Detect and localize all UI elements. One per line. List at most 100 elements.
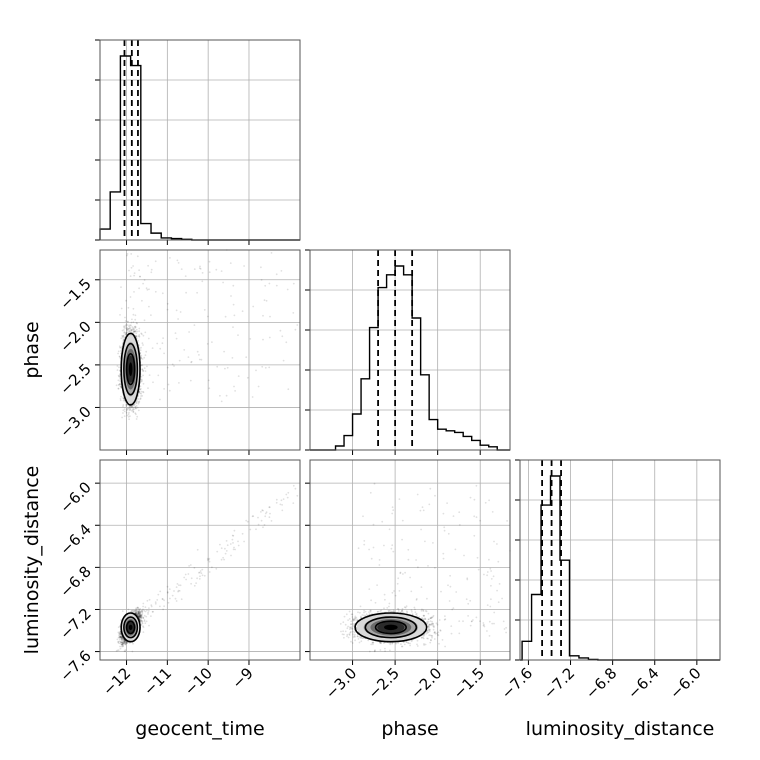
ytick-label-luminosity_distance-0: −7.6 [56,647,94,685]
scatter-geocent_time-vs-phase-point-800 [126,414,129,417]
scatter-geocent_time-vs-phase-point-1435 [185,291,188,294]
scatter-geocent_time-vs-luminosity_distance-point-1537 [147,609,150,612]
scatter-geocent_time-vs-phase-point-2827 [134,412,137,415]
ytick-label-phase-0: −3.0 [56,403,94,441]
scatter-geocent_time-vs-phase-point-2927 [179,311,182,313]
scatter-geocent_time-vs-luminosity_distance-point-99 [264,515,267,518]
xtick-label-luminosity_distance-0: −7.6 [498,664,536,702]
scatter-geocent_time-vs-phase-point-1325 [216,365,219,368]
scatter-geocent_time-vs-phase-point-1888 [198,358,201,361]
scatter-geocent_time-vs-phase-point-1502 [275,284,278,287]
scatter-geocent_time-vs-phase-point-738 [166,308,169,311]
scatter-geocent_time-vs-phase-point-2270 [124,327,127,329]
scatter-geocent_time-vs-phase-point-1648 [234,390,237,392]
scatter-geocent_time-vs-luminosity_distance-point-620 [232,542,234,544]
scatter-geocent_time-vs-phase-point-2478 [125,331,128,334]
scatter-geocent_time-vs-phase-point-896 [148,374,151,376]
scatter-geocent_time-vs-phase-point-2340 [122,412,124,414]
scatter-geocent_time-vs-phase-point-1654 [132,411,135,413]
scatter-geocent_time-vs-phase-point-665 [137,402,140,405]
scatter-geocent_time-vs-luminosity_distance-point-1861 [175,586,178,588]
scatter-geocent_time-vs-phase-point-711 [208,387,211,390]
scatter-geocent_time-vs-phase-point-95 [135,418,138,420]
scatter-geocent_time-vs-luminosity_distance-point-1367 [123,650,126,652]
scatter-geocent_time-vs-phase-point-2550 [150,271,153,274]
hist-geocent_time-step [99,55,300,241]
scatter-geocent_time-vs-phase-point-251 [175,309,178,312]
hist-geocent_time-frame [99,39,301,241]
scatter-geocent_time-vs-phase-point-2130 [129,408,132,411]
scatter-geocent_time-vs-phase-point-2080 [138,334,141,336]
scatter-geocent_time-vs-luminosity_distance-point-296 [226,544,229,547]
scatter-geocent_time-vs-phase-point-1062 [188,331,191,333]
scatter-geocent_time-vs-phase-point-1154 [177,262,180,264]
scatter-geocent_time-vs-phase-point-193 [129,275,132,277]
scatter-geocent_time-vs-phase-point-2132 [135,328,138,331]
scatter-geocent_time-vs-phase-point-2235 [249,338,252,340]
scatter-geocent_time-vs-phase-point-1092 [229,262,232,264]
scatter-geocent_time-vs-phase-point-2236 [260,266,262,269]
scatter-geocent_time-vs-luminosity_distance-point-215 [145,615,148,618]
scatter-geocent_time-vs-phase-point-2000 [142,374,145,377]
scatter-geocent_time-vs-phase-point-108 [282,359,285,362]
scatter-geocent_time-vs-luminosity_distance-point-270 [243,540,246,543]
scatter-geocent_time-vs-phase-point-690 [233,385,235,388]
scatter-geocent_time-vs-phase-point-1332 [143,367,146,369]
scatter-geocent_time-vs-luminosity_distance-point-770 [268,516,271,519]
scatter-geocent_time-vs-luminosity_distance-point-1092 [229,543,232,545]
scatter-geocent_time-vs-phase-point-28 [135,332,138,335]
scatter-geocent_time-vs-phase-point-1322 [178,382,180,384]
scatter-geocent_time-vs-phase-point-2164 [133,272,136,274]
scatter-geocent_time-vs-phase-point-381 [225,394,228,397]
scatter-geocent_time-vs-phase-point-2529 [237,334,239,336]
scatter-geocent_time-vs-phase-point-1315 [198,267,201,270]
scatter-geocent_time-vs-phase-point-1453 [124,320,127,322]
scatter-geocent_time-vs-luminosity_distance-point-1086 [199,570,202,572]
scatter-geocent_time-vs-phase-point-2834 [134,330,137,333]
scatter-geocent_time-vs-phase-point-503 [294,328,297,331]
scatter-geocent_time-vs-phase-point-68 [129,406,132,408]
scatter-geocent_time-vs-phase-point-2888 [127,413,130,416]
scatter-geocent_time-vs-phase-point-2419 [140,388,142,390]
scatter-geocent_time-vs-luminosity_distance-point-797 [173,590,175,592]
scatter-geocent_time-vs-phase-point-1639 [120,307,123,310]
scatter-geocent_time-vs-phase-point-2421 [154,260,157,263]
scatter-geocent_time-vs-phase-point-2211 [146,365,148,368]
scatter-geocent_time-vs-phase-point-274 [130,409,133,412]
scatter-geocent_time-vs-phase-point-862 [141,342,144,345]
scatter-geocent_time-vs-phase-point-342 [120,346,122,349]
hist-luminosity_distance-bg [520,460,720,660]
scatter-geocent_time-vs-phase-point-433 [122,399,125,402]
scatter-geocent_time-vs-luminosity_distance-point-864 [262,526,264,529]
scatter-geocent_time-vs-luminosity_distance-point-1231 [159,605,161,608]
scatter-geocent_time-vs-phase-point-586 [292,312,295,314]
scatter-geocent_time-vs-phase-point-1236 [148,288,150,291]
scatter-geocent_time-vs-luminosity_distance-point-575 [199,575,201,578]
scatter-geocent_time-vs-phase-point-2006 [132,328,135,331]
scatter-geocent_time-vs-phase-point-1360 [139,275,141,278]
scatter-geocent_time-vs-phase-point-2757 [132,327,135,329]
scatter-geocent_time-vs-phase-point-218 [122,334,125,337]
scatter-geocent_time-vs-luminosity_distance-point-1502 [275,498,278,501]
scatter-geocent_time-vs-phase-point-2393 [118,345,121,348]
scatter-geocent_time-vs-phase-point-2116 [121,329,124,332]
scatter-geocent_time-vs-phase-point-2427 [169,257,171,259]
scatter-geocent_time-vs-phase-point-150 [118,383,121,386]
scatter-geocent_time-vs-phase-point-2922 [122,325,125,328]
scatter-geocent_time-vs-phase-point-1919 [167,383,170,386]
scatter-geocent_time-vs-luminosity_distance-point-780 [263,524,266,526]
scatter-geocent_time-vs-phase-point-898 [208,271,211,274]
scatter-geocent_time-vs-phase-point-2931 [180,268,183,270]
scatter-geocent_time-vs-phase-point-2864 [141,333,143,336]
scatter-geocent_time-vs-luminosity_distance-point-135 [171,594,174,597]
scatter-geocent_time-vs-phase-point-2394 [118,383,121,386]
scatter-geocent_time-vs-phase-point-1216 [116,369,119,371]
scatter-geocent_time-vs-phase-point-2069 [196,350,199,353]
scatter-geocent_time-vs-phase-point-337 [118,375,120,377]
scatter-geocent_time-vs-phase-point-1910 [145,287,148,290]
scatter-geocent_time-vs-phase-point-1920 [174,332,177,334]
scatter-geocent_time-vs-luminosity_distance-point-896 [148,598,151,601]
xtick-label-geocent_time-3: −9 [228,664,256,692]
scatter-geocent_time-vs-phase-point-2386 [163,388,166,390]
